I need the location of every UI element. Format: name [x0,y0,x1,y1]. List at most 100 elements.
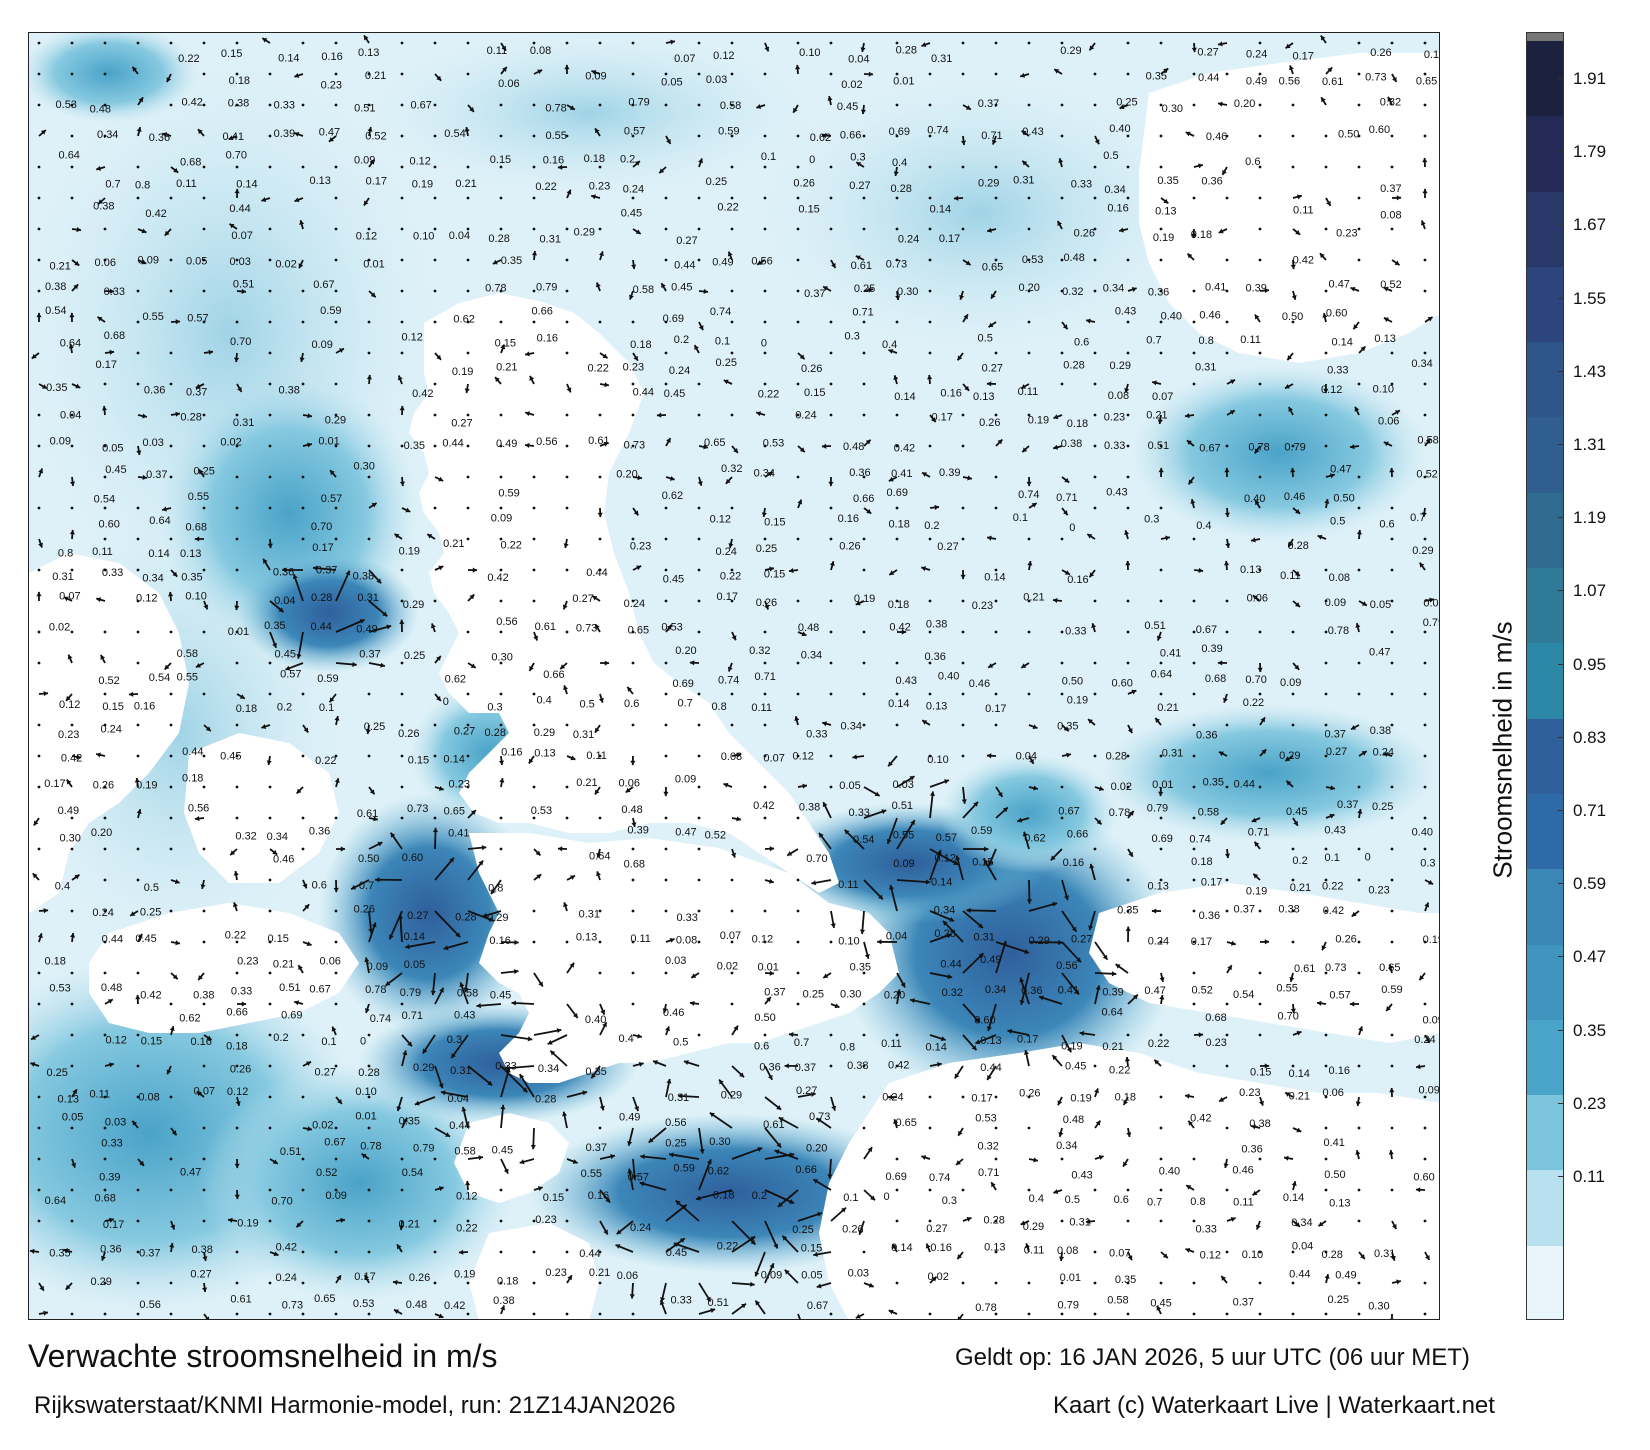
current-arrow [499,599,503,603]
current-arrow [665,39,676,45]
current-arrow [169,1242,175,1253]
current-arrow [533,873,542,881]
current-arrow [136,754,140,758]
speed-label: 0.32 [978,1141,999,1153]
current-arrow [202,754,206,758]
current-arrow [396,1096,403,1112]
current-arrow [103,1281,107,1285]
current-arrow [136,1281,140,1285]
current-arrow [863,941,870,960]
current-arrow [896,819,916,850]
speed-label: 0.5 [1330,516,1345,528]
speed-label: 0.09 [675,774,696,786]
speed-label: 0.41 [1058,985,1079,997]
speed-label: 0.2 [1292,855,1307,867]
current-arrow [1357,940,1361,944]
current-arrow [268,289,272,293]
current-arrow [529,375,535,385]
speed-label: 0.31 [233,417,254,429]
speed-label: 0.05 [661,77,682,89]
colorbar-tick-label: 0.23 [1573,1093,1607,1113]
speed-label: 0.49 [1335,1270,1356,1282]
current-arrow [1223,560,1230,571]
current-arrow [1357,1188,1361,1192]
current-arrow [169,103,173,107]
current-arrow [334,1157,338,1161]
current-arrow [499,227,503,231]
current-arrow [796,1002,800,1006]
current-arrow [862,723,866,727]
speed-label: 0.48 [101,982,122,994]
current-arrow [796,227,800,231]
current-arrow [1357,258,1361,262]
current-arrow [1355,1149,1361,1160]
speed-label: 0.2 [277,702,292,714]
current-arrow [135,994,141,1005]
current-arrow [203,724,212,732]
current-arrow [1159,1281,1163,1285]
current-arrow [400,72,404,76]
current-arrow [858,1220,865,1236]
current-arrow [1192,1064,1196,1068]
current-arrow [169,537,173,541]
speed-label: 0.28 [984,1215,1005,1227]
speed-label: 0.11 [89,1089,110,1101]
current-arrow [862,971,866,975]
speed-label: 0.65 [628,625,649,637]
current-arrow [500,1067,511,1098]
speed-label: 0.57 [321,493,342,505]
current-arrow [994,692,998,696]
speed-label: 0.59 [1381,984,1402,996]
speed-label: 0.35 [850,961,871,973]
current-arrow [829,692,833,696]
current-arrow [731,445,739,454]
current-arrow [70,134,74,138]
current-arrow [1093,847,1097,851]
current-arrow [37,971,41,975]
current-arrow [1324,227,1328,231]
current-arrow [1159,1188,1163,1192]
current-speed-map[interactable]: 0.22 0.15 0.14 0.16 0.13 0.11 0.08 0.07 0.12 0.10… [28,32,1440,1320]
current-arrow [67,654,73,664]
current-arrow [500,1065,528,1093]
map-credit: Kaart (c) Waterkaart Live | Waterkaart.n… [1053,1392,1495,1419]
current-arrow [1225,258,1229,262]
current-arrow [730,165,734,169]
current-arrow [763,289,767,293]
current-arrow [1027,1312,1031,1316]
current-arrow [1122,1158,1129,1168]
speed-label: 0.20 [884,990,905,1002]
current-arrow [730,1002,734,1006]
current-arrow [1019,977,1030,1005]
current-arrow [298,259,304,269]
current-arrow [764,996,772,1005]
current-arrow [464,126,470,137]
current-arrow [202,227,206,231]
speed-label: 0.25 [854,283,875,295]
current-arrow [268,444,272,448]
current-arrow [774,1149,799,1160]
current-arrow [698,1159,712,1191]
current-arrow [97,197,106,205]
current-arrow [1292,1127,1302,1133]
current-arrow [1061,724,1070,732]
current-arrow [397,914,404,943]
current-arrow [1093,289,1097,293]
speed-label: 0.37 [1380,183,1401,195]
speed-label: 0.71 [852,307,873,319]
current-arrow [1225,1002,1229,1006]
current-arrow [1258,971,1262,975]
speed-label: 0.30 [60,832,81,844]
speed-label: 0.37 [795,1062,816,1074]
current-arrow [1126,475,1130,479]
speed-label: 0.38 [191,1244,212,1256]
current-arrow [994,599,998,603]
current-arrow [367,1126,371,1130]
current-arrow [202,1064,206,1068]
current-arrow [1254,313,1261,323]
speed-label: 0.07 [720,930,741,942]
current-arrow [959,290,965,300]
current-arrow [235,413,239,417]
current-arrow [1218,228,1228,234]
current-arrow [822,801,832,819]
